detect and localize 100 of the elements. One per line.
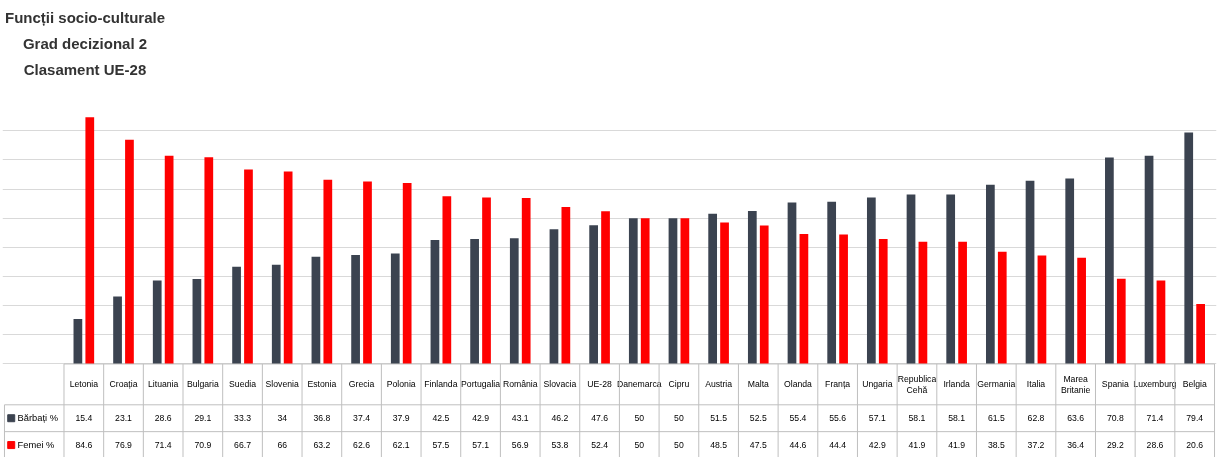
bar — [1025, 180, 1035, 364]
bar — [152, 280, 162, 364]
x-tick-label: UE-28 — [587, 379, 613, 390]
bar — [906, 194, 916, 364]
bar — [747, 210, 757, 364]
data-label: 47.6 — [591, 413, 609, 424]
bar — [204, 157, 214, 364]
bar — [1077, 257, 1086, 364]
bar — [283, 171, 293, 364]
data-label: 52.4 — [591, 440, 609, 451]
bar — [561, 207, 571, 364]
bar — [442, 196, 452, 364]
data-label: 41.9 — [948, 440, 966, 451]
bar — [363, 181, 372, 364]
bar — [1156, 280, 1166, 364]
bar — [799, 233, 809, 364]
data-label: 42.9 — [472, 413, 490, 424]
x-tick-label: Malta — [747, 379, 770, 390]
data-label: 51.5 — [710, 413, 728, 424]
data-label: 37.9 — [392, 413, 410, 424]
bar — [390, 253, 400, 364]
data-label: 66.7 — [234, 440, 252, 451]
bar — [509, 238, 519, 364]
x-tick-label: Luxemburg — [1133, 379, 1177, 390]
x-tick-label: Republica Cehă — [897, 373, 937, 395]
bar — [164, 155, 174, 364]
bar — [918, 241, 928, 364]
bar — [827, 201, 837, 364]
x-tick-label: Portugalia — [461, 379, 501, 390]
bar — [311, 256, 321, 364]
x-tick-label: Franța — [825, 379, 851, 390]
bar — [720, 222, 729, 364]
data-label: 53.8 — [551, 440, 569, 451]
data-label: 84.6 — [75, 440, 93, 451]
x-tick-label: Belgia — [1182, 379, 1207, 390]
bar — [787, 202, 797, 364]
x-tick-label: Finlanda — [424, 379, 458, 390]
x-tick-label: Slovenia — [265, 379, 299, 390]
data-label: 36.8 — [313, 413, 331, 424]
data-label: 29.1 — [194, 413, 212, 424]
x-tick-label: Spania — [1101, 379, 1129, 390]
bar — [73, 319, 83, 364]
data-label: 62.6 — [353, 440, 371, 451]
x-tick-label: Suedia — [229, 379, 257, 390]
data-label: 42.9 — [868, 440, 886, 451]
bar — [323, 179, 333, 364]
data-label: 38.5 — [987, 440, 1005, 451]
bar — [232, 266, 241, 364]
x-tick-label: Marea Britanie — [1060, 373, 1091, 395]
bar — [1037, 255, 1047, 364]
bar — [668, 218, 678, 364]
x-tick-label: Olanda — [783, 379, 813, 390]
data-label: 34 — [277, 413, 288, 424]
data-label: 55.6 — [829, 413, 847, 424]
bar — [708, 213, 718, 364]
data-label: 20.6 — [1186, 440, 1204, 451]
data-label: 76.9 — [115, 440, 133, 451]
bar — [878, 238, 888, 364]
bar — [1196, 303, 1205, 364]
data-label: 62.8 — [1027, 413, 1045, 424]
data-label: 57.1 — [868, 413, 886, 424]
legend-label: Femei % — [17, 440, 55, 451]
data-label: 70.9 — [194, 440, 212, 451]
x-tick-label: Letonia — [69, 379, 99, 390]
data-label: 15.4 — [75, 413, 93, 424]
data-label: 61.5 — [987, 413, 1005, 424]
data-label: 29.2 — [1106, 440, 1124, 451]
data-label: 55.4 — [789, 413, 807, 424]
data-label: 63.6 — [1067, 413, 1085, 424]
data-label: 28.6 — [154, 413, 172, 424]
data-label: 62.1 — [392, 440, 410, 451]
x-tick-label: Croația — [109, 379, 138, 390]
bar — [589, 225, 598, 364]
data-label: 50 — [674, 440, 684, 451]
data-label: 36.4 — [1067, 440, 1085, 451]
data-label: 57.1 — [472, 440, 490, 451]
data-label: 28.6 — [1146, 440, 1164, 451]
x-tick-label: Cipru — [668, 379, 690, 390]
x-tick-label: Grecia — [348, 379, 375, 390]
x-tick-label: Estonia — [307, 379, 337, 390]
data-label: 79.4 — [1186, 413, 1204, 424]
data-label: 50 — [674, 413, 684, 424]
bar — [402, 182, 412, 364]
bar — [759, 225, 769, 364]
bar — [470, 238, 479, 364]
bar — [986, 184, 995, 364]
data-label: 58.1 — [908, 413, 926, 424]
data-label: 57.5 — [432, 440, 450, 451]
bar — [85, 117, 95, 364]
data-label: 37.2 — [1027, 440, 1045, 451]
chart-title: Funcții socio-culturale — [5, 8, 166, 28]
data-label: 52.5 — [749, 413, 767, 424]
bar — [680, 218, 690, 364]
bar — [244, 169, 253, 364]
x-tick-label: Bulgaria — [186, 379, 219, 390]
bar — [125, 139, 134, 364]
data-label: 50 — [634, 413, 645, 424]
bar — [1116, 278, 1126, 364]
bar — [271, 264, 281, 364]
data-label: 71.4 — [1146, 413, 1164, 424]
